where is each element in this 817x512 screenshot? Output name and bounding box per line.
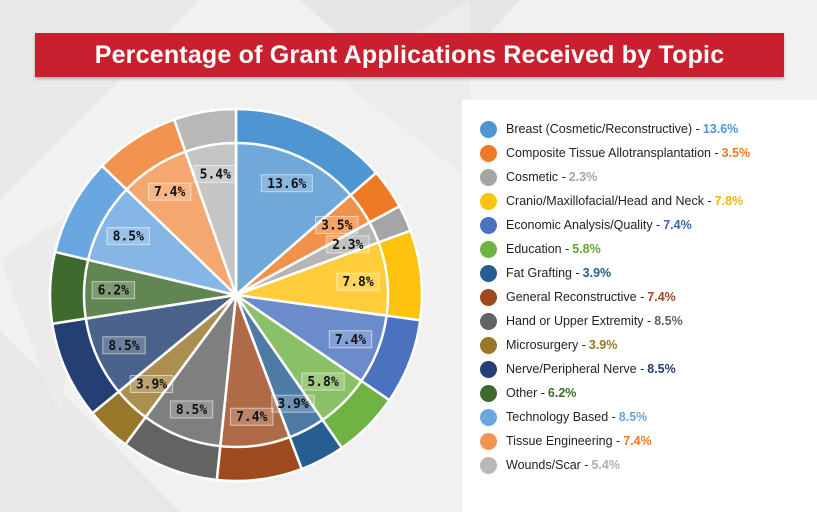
data-label-box: [326, 235, 370, 254]
pie-chart: 13.6% 3.5% 2.3% 7.8% 7.4% 5.8% 3.9% 7.4% 8.5% 3.9…: [48, 107, 424, 483]
legend-label: Technology Based -: [506, 410, 616, 424]
legend-swatch: [480, 168, 497, 186]
legend-label: Composite Tissue Allotransplantation -: [506, 146, 719, 160]
pie-slice-inner-wounds-scar: [183, 141, 238, 296]
data-label-technology-based: 8.5%: [113, 230, 144, 245]
legend-label: Education -: [506, 242, 570, 256]
legend-swatch: [480, 144, 497, 162]
data-label-box: [91, 281, 136, 300]
data-label-box: [271, 394, 315, 413]
data-label-nerve-peripheral-nerve: 8.5%: [108, 339, 139, 354]
legend-swatch: [480, 240, 497, 258]
legend-panel: [462, 100, 817, 512]
data-label-wounds-scar: 5.4%: [200, 167, 231, 182]
data-label-microsurgery: 3.9%: [136, 378, 167, 393]
legend-swatch: [480, 216, 497, 234]
pie-labels: 13.6% 3.5% 2.3% 7.8% 7.4% 5.8% 3.9% 7.4% 8.5% 3.9…: [91, 164, 380, 426]
data-label-fat-grafting: 3.9%: [277, 397, 308, 412]
legend-label: Tissue Engineering -: [506, 434, 621, 448]
legend-value: 8.5%: [618, 410, 648, 424]
legend-item-cosmetic: Cosmetic -2.3%: [480, 165, 810, 189]
legend-value: 5.8%: [572, 242, 601, 256]
legend-item-nerve-peripheral-nerve: Nerve/Peripheral Nerve -8.5%: [480, 357, 810, 381]
data-label-box: [301, 372, 345, 391]
legend-swatch: [480, 192, 497, 210]
data-label-box: [106, 227, 151, 246]
legend-label: General Reconstructive -: [506, 290, 645, 304]
legend-value: 3.9%: [582, 266, 612, 280]
pie-outline: [49, 108, 423, 482]
legend-item-cranio-maxillofacial-head-and-neck: Cranio/Maxillofacial/Head and Neck -7.8%: [480, 189, 810, 213]
legend-item-hand-or-upper-extremity: Hand or Upper Extremity -8.5%: [480, 309, 810, 333]
data-label-breast-cosmetic-reconstructive: 13.6%: [267, 177, 306, 192]
legend-swatch: [480, 360, 497, 378]
data-label-box: [193, 164, 237, 183]
data-label-box: [102, 336, 146, 355]
pie-slice-inner-breast-cosmetic-reconstructive: [234, 141, 353, 298]
legend-item-economic-analysis-quality: Economic Analysis/Quality -7.4%: [480, 213, 810, 237]
legend-value: 7.4%: [663, 218, 692, 232]
legend-label: Wounds/Scar -: [506, 458, 589, 472]
legend: Breast (Cosmetic/Reconstructive) -13.6% C…: [480, 117, 810, 477]
chart-title: Percentage of Grant Applications Receive…: [35, 33, 784, 77]
legend-item-other: Other -6.2%: [480, 381, 810, 405]
legend-label: Microsurgery -: [506, 338, 586, 352]
data-label-box: [129, 375, 174, 394]
legend-label: Cosmetic -: [506, 170, 566, 184]
legend-item-education: Education -5.8%: [480, 237, 810, 261]
legend-label: Hand or Upper Extremity -: [506, 314, 652, 328]
data-label-composite-tissue-allotransplantation: 3.5%: [321, 218, 352, 233]
data-label-box: [169, 400, 214, 419]
data-label-other: 6.2%: [98, 284, 129, 299]
data-label-cosmetic: 2.3%: [332, 238, 363, 253]
data-label-box: [328, 330, 373, 349]
legend-swatch: [480, 456, 497, 474]
legend-item-composite-tissue-allotransplantation: Composite Tissue Allotransplantation -3.…: [480, 141, 810, 165]
legend-item-technology-based: Technology Based -8.5%: [480, 405, 810, 429]
data-label-hand-or-upper-extremity: 8.5%: [176, 403, 207, 418]
legend-swatch: [480, 312, 497, 330]
data-label-tissue-engineering: 7.4%: [154, 185, 185, 200]
data-label-education: 5.8%: [307, 375, 338, 390]
legend-value: 3.9%: [588, 338, 618, 352]
legend-swatch: [480, 288, 497, 306]
legend-item-microsurgery: Microsurgery -3.9%: [480, 333, 810, 357]
data-label-box: [260, 174, 313, 193]
legend-value: 7.8%: [714, 194, 744, 208]
data-label-general-reconstructive: 7.4%: [236, 410, 267, 425]
legend-label: Nerve/Peripheral Nerve -: [506, 362, 645, 376]
legend-item-breast-cosmetic-reconstructive: Breast (Cosmetic/Reconstructive) -13.6%: [480, 117, 810, 141]
legend-item-general-reconstructive: General Reconstructive -7.4%: [480, 285, 810, 309]
legend-value: 8.5%: [654, 314, 683, 328]
legend-label: Economic Analysis/Quality -: [506, 218, 661, 232]
data-label-economic-analysis-quality: 7.4%: [335, 333, 366, 348]
legend-item-wounds-scar: Wounds/Scar -5.4%: [480, 453, 810, 477]
legend-value: 6.2%: [547, 386, 577, 400]
data-label-cranio-maxillofacial-head-and-neck: 7.8%: [342, 275, 373, 290]
legend-swatch: [480, 384, 497, 402]
legend-value: 7.4%: [623, 434, 652, 448]
legend-swatch: [480, 408, 497, 426]
legend-label: Breast (Cosmetic/Reconstructive) -: [506, 122, 700, 136]
legend-item-tissue-engineering: Tissue Engineering -7.4%: [480, 429, 810, 453]
legend-value: 2.3%: [568, 170, 598, 184]
legend-value: 8.5%: [647, 362, 676, 376]
legend-value: 13.6%: [702, 122, 739, 136]
legend-item-fat-grafting: Fat Grafting -3.9%: [480, 261, 810, 285]
data-label-box: [315, 215, 359, 234]
data-label-box: [147, 182, 192, 201]
legend-value: 5.4%: [591, 458, 620, 472]
legend-value: 7.4%: [647, 290, 676, 304]
data-label-box: [230, 407, 274, 426]
legend-swatch: [480, 120, 497, 138]
legend-label: Other -: [506, 386, 545, 400]
legend-label: Cranio/Maxillofacial/Head and Neck -: [506, 194, 712, 208]
legend-value: 3.5%: [721, 146, 751, 160]
legend-swatch: [480, 432, 497, 450]
legend-label: Fat Grafting -: [506, 266, 580, 280]
legend-swatch: [480, 336, 497, 354]
data-label-box: [336, 272, 380, 291]
legend-swatch: [480, 264, 497, 282]
